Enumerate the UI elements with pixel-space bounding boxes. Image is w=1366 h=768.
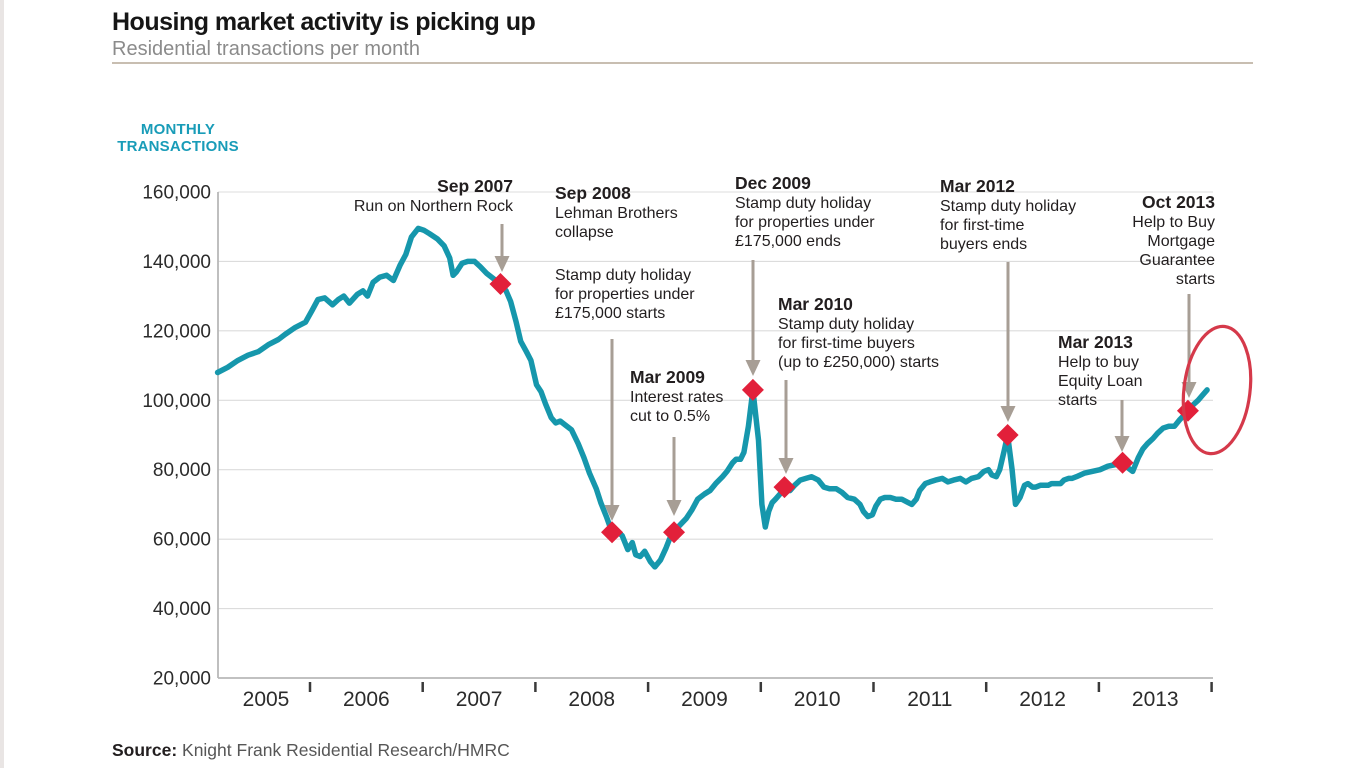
event-date: Mar 2009 [630,367,705,387]
event-date: Mar 2013 [1058,332,1133,352]
x-tick-label: 2011 [907,688,952,711]
annotation-arrow-mar2010 [778,380,794,474]
event-marker-mar2012 [996,424,1019,446]
annotation-mar2009: Mar 2009 Interest rates cut to 0.5% [630,367,723,426]
event-text-line: Equity Loan [1058,373,1143,390]
arrowhead-icon [1000,406,1016,422]
event-text-line: Help to Buy [1132,214,1215,231]
annotation-arrow-mar2009 [666,437,682,516]
y-axis-title: MONTHLY TRANSACTIONS [103,121,253,155]
y-tick-label: 60,000 [153,530,211,551]
x-axis-labels: 2005 2006 2007 2008 2009 2010 2011 2012 2013 [243,688,1179,711]
y-tick-label: 20,000 [153,669,211,690]
source-text: Knight Frank Residential Research/HMRC [177,740,510,760]
annotation-mar2013: Mar 2013 Help to buy Equity Loan starts [1058,332,1143,410]
y-tick-label: 100,000 [142,391,211,412]
event-marker-sep2007 [489,272,512,295]
event-text-line: for properties under [735,214,875,231]
event-date: Mar 2010 [778,294,853,314]
source-line: Source: Knight Frank Residential Researc… [112,740,510,761]
y-tick-label: 140,000 [142,252,211,273]
arrowhead-icon [745,360,761,376]
x-tick-label: 2006 [343,688,390,711]
x-tick-label: 2013 [1132,688,1179,711]
event-text-line: for properties under [555,286,695,303]
event-marker-mar2010 [773,476,796,499]
event-text-line: Guarantee [1139,252,1215,269]
annotation-mar2010: Mar 2010 Stamp duty holiday for first-time… [778,294,939,372]
event-text-line: for first-time buyers [778,335,915,352]
highlight-ellipse [1181,324,1253,456]
x-tick-label: 2012 [1019,688,1066,711]
event-marker-sep2008 [601,521,624,544]
y-tick-label: 160,000 [142,183,211,204]
annotation-sep2007: Sep 2007 Run on Northern Rock [354,176,513,216]
arrowhead-icon [494,256,510,272]
event-text-line: (up to £250,000) starts [778,354,939,371]
annotation-arrows [494,224,1197,521]
event-marker-dec2009 [741,378,764,401]
event-text-line: £175,000 ends [735,233,841,250]
event-text-line: Stamp duty holiday [735,195,872,212]
y-axis-title-line1: MONTHLY [140,121,216,138]
event-text-line: Mortgage [1147,233,1215,250]
annotation-dec2009: Dec 2009 Stamp duty holiday for properties… [735,173,875,251]
event-text-line: £175,000 starts [555,305,666,322]
annotation-arrow-mar2013 [1114,400,1130,452]
annotation-arrow-dec2009 [745,260,761,376]
event-text-line: starts [1175,271,1215,288]
event-text-line: Lehman Brothers [555,205,678,222]
event-marker-mar2013 [1111,451,1134,474]
event-text-line: Help to buy [1058,354,1139,371]
annotation-mar2012: Mar 2012 Stamp duty holiday for first-time… [940,176,1076,254]
event-text-line: for first-time [940,217,1025,234]
event-date: Dec 2009 [735,173,811,193]
y-tick-label: 40,000 [153,599,211,620]
y-axis-labels: 160,000 140,000 120,000 100,000 80,000 60,000… [142,183,211,690]
x-tick-label: 2007 [456,688,503,711]
event-marker-mar2009 [663,521,686,544]
arrowhead-icon [604,505,620,521]
event-text-line: Run on Northern Rock [353,198,513,215]
annotation-oct2013: Oct 2013 Help to Buy Mortgage Guarantee star… [1132,192,1215,289]
page-title: Housing market activity is picking up [112,8,536,36]
event-date: Oct 2013 [1142,192,1215,212]
page-subtitle: Residential transactions per month [112,38,420,60]
event-text-line: Stamp duty holiday [555,267,692,284]
x-tick-label: 2005 [243,688,290,711]
y-tick-label: 120,000 [142,321,211,342]
x-tick-label: 2009 [681,688,728,711]
annotation-sep2008-2: Stamp duty holiday for properties under £1… [555,266,695,323]
x-axis-ticks [308,682,1213,692]
y-tick-label: 80,000 [153,460,211,481]
header-divider [112,62,1253,64]
transactions-line [214,225,1210,570]
gridlines [218,191,1213,610]
annotation-arrow-mar2012 [1000,262,1016,422]
arrowhead-icon [778,458,794,474]
annotation-sep2008: Sep 2008 Lehman Brothers collapse [555,183,678,242]
event-text-line: starts [1058,392,1098,409]
y-axis-title-line2: TRANSACTIONS [117,138,239,155]
event-text-line: Stamp duty holiday [778,316,915,333]
annotation-arrow-sep2007 [494,224,510,272]
source-label: Source: [112,740,178,760]
x-tick-label: 2008 [568,688,615,711]
event-text-line: buyers ends [940,236,1028,253]
left-edge-strip [0,0,4,768]
event-date: Sep 2008 [555,183,631,203]
axes [217,192,1213,679]
x-tick-label: 2010 [794,688,841,711]
event-text-line: Interest rates [630,389,724,406]
event-text-line: cut to 0.5% [630,408,711,425]
event-date: Mar 2012 [940,176,1015,196]
event-text-line: Stamp duty holiday [940,198,1077,215]
event-text-line: collapse [555,224,614,241]
arrowhead-icon [666,500,682,516]
arrowhead-icon [1114,436,1130,452]
annotation-arrow-sep2008 [604,339,620,521]
event-date: Sep 2007 [437,176,513,196]
